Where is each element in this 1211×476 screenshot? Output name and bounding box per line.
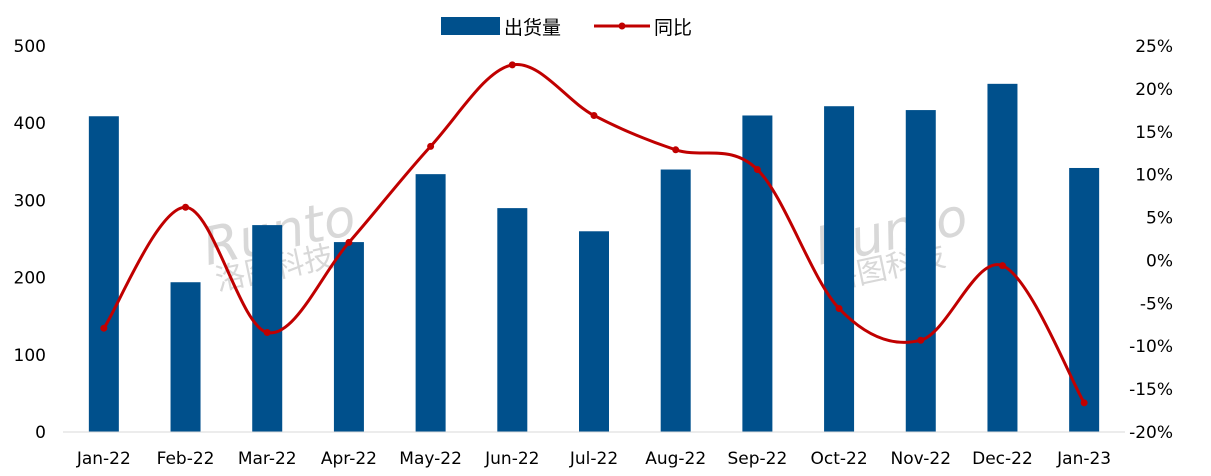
y-right-tick-label: -15%: [1129, 380, 1173, 400]
bar-Jun-22: [497, 208, 528, 432]
x-tick-label: Nov-22: [891, 449, 952, 469]
line-point-Aug-22: [672, 146, 680, 154]
bar-Apr-22: [333, 242, 364, 432]
legend: 出货量 同比: [441, 17, 692, 39]
line-point-Nov-22: [917, 336, 925, 344]
x-tick-label: Feb-22: [157, 449, 215, 469]
y-right-tick-label: 20%: [1135, 80, 1173, 100]
x-tick-label: Aug-22: [645, 449, 706, 469]
line-point-Apr-22: [345, 238, 353, 246]
y-right-tick-label: 0%: [1146, 251, 1173, 271]
bar-Feb-22: [170, 282, 201, 432]
line-point-May-22: [427, 142, 435, 150]
y-right-tick-label: 15%: [1135, 123, 1173, 143]
x-tick-label: Jan-22: [76, 449, 131, 469]
x-tick-label: Jul-22: [569, 449, 618, 469]
bar-Jan-22: [88, 116, 119, 432]
line-point-Jun-22: [508, 61, 516, 69]
y-left-tick-label: 100: [14, 346, 46, 366]
legend-line-marker: [618, 22, 626, 30]
bar-Jan-23: [1069, 167, 1100, 432]
y-left-tick-label: 500: [14, 37, 46, 57]
legend-bar-label: 出货量: [504, 17, 561, 39]
bar-May-22: [415, 174, 446, 433]
bar-Oct-22: [824, 106, 855, 432]
y-left-tick-label: 0: [35, 423, 46, 443]
y-right-tick-label: -20%: [1129, 423, 1173, 443]
line-point-Mar-22: [263, 328, 271, 336]
x-tick-label: Jun-22: [484, 449, 539, 469]
x-tick-label: Apr-22: [321, 449, 377, 469]
axes: Jan-22 Feb-22 Mar-22 Apr-22 May-22 Jun-22 Jul-…: [14, 37, 1173, 469]
y-right-tick-label: -10%: [1129, 337, 1173, 357]
x-tick-label: May-22: [399, 449, 462, 469]
bar-Jul-22: [579, 231, 609, 432]
line-point-Sep-22: [753, 166, 761, 174]
bar-Nov-22: [905, 110, 936, 433]
y-left-tick-label: 400: [14, 114, 46, 134]
line-point-Jul-22: [590, 111, 598, 119]
line-point-Feb-22: [182, 203, 190, 211]
line-point-Jan-23: [1080, 399, 1088, 407]
x-tick-label: Sep-22: [727, 449, 787, 469]
y-right-tick-label: -5%: [1140, 294, 1173, 314]
line-point-Oct-22: [835, 304, 843, 312]
bar-series: [88, 83, 1100, 433]
y-left-tick-label: 200: [14, 269, 46, 289]
bar-Dec-22: [987, 83, 1018, 432]
x-tick-label: Mar-22: [238, 449, 297, 469]
x-tick-label: Jan-23: [1056, 449, 1111, 469]
line-point-Dec-22: [998, 262, 1006, 270]
y-right-tick-label: 5%: [1146, 209, 1173, 229]
line-series: [100, 61, 1088, 407]
bar-Mar-22: [252, 225, 283, 432]
y-right-tick-label: 10%: [1135, 166, 1173, 186]
bar-Aug-22: [660, 169, 691, 432]
legend-bar-swatch: [441, 17, 500, 35]
line-point-Jan-22: [100, 324, 108, 332]
x-tick-label: Dec-22: [972, 449, 1033, 469]
x-tick-label: Oct-22: [810, 449, 867, 469]
legend-line-label: 同比: [654, 17, 692, 39]
y-right-tick-label: 25%: [1135, 37, 1173, 57]
y-left-tick-label: 300: [14, 191, 46, 211]
